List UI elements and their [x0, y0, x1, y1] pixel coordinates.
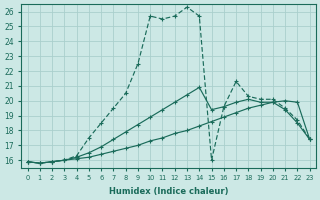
X-axis label: Humidex (Indice chaleur): Humidex (Indice chaleur) — [109, 187, 228, 196]
